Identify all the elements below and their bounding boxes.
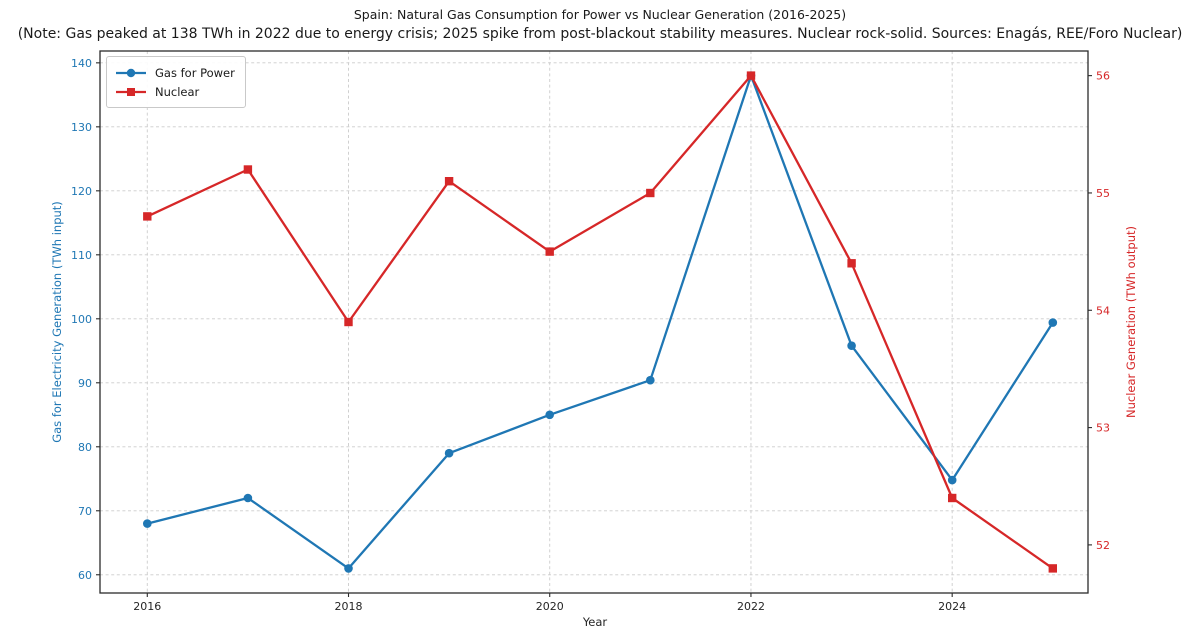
y-tick-label-left: 120 (71, 185, 92, 198)
y-tick-label-right: 56 (1096, 70, 1110, 83)
data-point (646, 188, 655, 198)
y-tick-label-left: 80 (78, 441, 92, 454)
legend-label-gas: Gas for Power (155, 65, 235, 80)
series-line-0 (146, 74, 1054, 570)
data-point (444, 448, 454, 458)
data-point (143, 212, 152, 221)
legend-sample-gas-line-icon (116, 68, 146, 77)
y-tick-label-left: 130 (71, 121, 92, 134)
data-point (243, 165, 253, 174)
x-tick-label: 2022 (737, 600, 765, 613)
data-point (143, 519, 152, 528)
legend: Gas for Power Nuclear (106, 56, 246, 108)
chart-subtitle: (Note: Gas peaked at 138 TWh in 2022 due… (17, 26, 1183, 42)
y-tick-label-right: 52 (1096, 539, 1110, 552)
y-tick-label-left: 70 (78, 505, 92, 518)
data-point (243, 493, 253, 503)
y-tick-label-right: 55 (1096, 187, 1110, 200)
legend-label-nuclear: Nuclear (155, 84, 200, 99)
chart-title: Spain: Natural Gas Consumption for Power… (353, 7, 847, 22)
legend-sample-nuclear-line-icon (116, 87, 146, 96)
x-tick-label: 2024 (938, 600, 966, 613)
data-point (646, 375, 655, 385)
y-tick-label-left: 140 (71, 57, 92, 70)
data-point (545, 410, 554, 420)
data-point (444, 177, 454, 186)
data-point (344, 564, 353, 573)
x-tick-label: 2020 (536, 600, 564, 613)
data-point (947, 475, 957, 485)
series-line-1 (146, 74, 1054, 570)
y-tick-label-left: 90 (78, 377, 92, 390)
x-tick-label: 2016 (133, 600, 161, 613)
y-tick-label-right: 54 (1096, 304, 1110, 317)
y-tick-label-left: 110 (71, 249, 92, 262)
legend-item-gas: Gas for Power (115, 63, 235, 82)
y-tick-label-right: 53 (1096, 422, 1110, 435)
data-point (545, 247, 554, 256)
legend-item-nuclear: Nuclear (115, 82, 235, 101)
data-point (1048, 564, 1057, 573)
plot-border (99, 50, 1089, 594)
x-tick-label: 2018 (335, 600, 363, 613)
data-point (948, 493, 957, 503)
x-axis-label: Year (582, 615, 608, 629)
y-tick-label-left: 60 (78, 569, 92, 582)
data-point (344, 317, 353, 327)
y-axis-label-right: Nuclear Generation (TWh output) (1124, 226, 1138, 418)
data-point (847, 341, 856, 351)
y-axis-label-left: Gas for Electricity Generation (TWh inpu… (50, 201, 64, 443)
data-point (1048, 318, 1058, 327)
y-tick-label-left: 100 (71, 313, 92, 326)
data-point (746, 71, 756, 80)
data-point (847, 259, 856, 268)
